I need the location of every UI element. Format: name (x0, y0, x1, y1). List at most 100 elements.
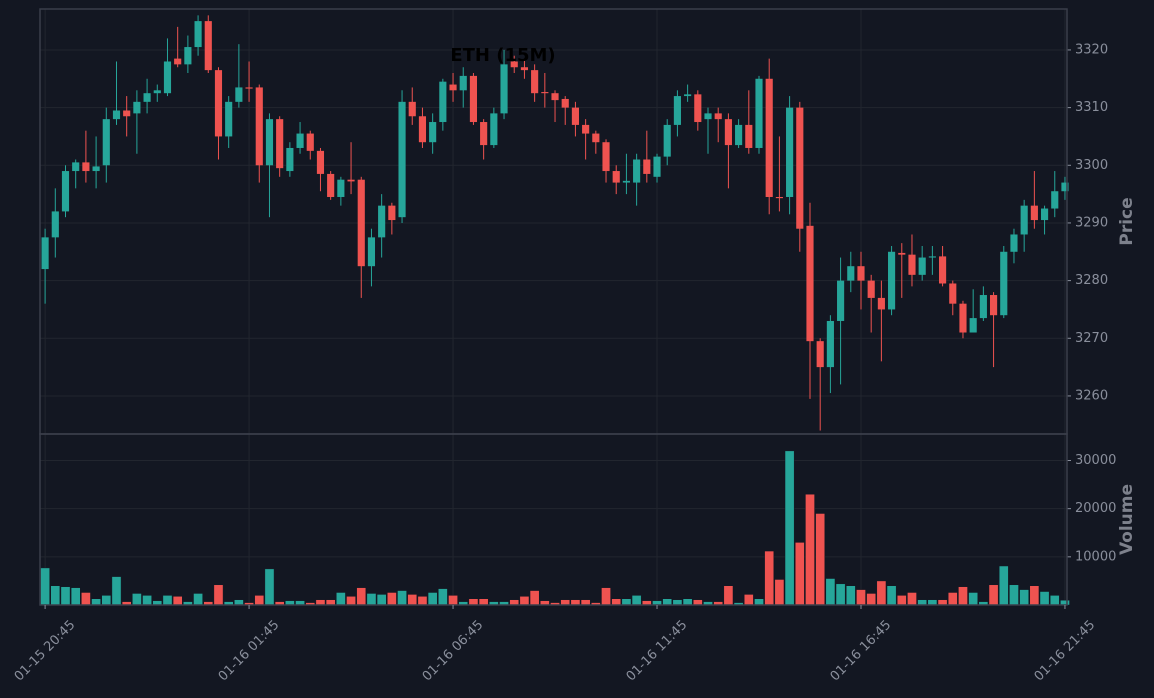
candle-body (602, 142, 610, 172)
candle-body (112, 110, 121, 120)
volume-bar (315, 599, 326, 606)
volume-bar (866, 593, 877, 606)
volume-bar (570, 599, 581, 606)
volume-bar (448, 595, 458, 606)
volume-bar (376, 594, 387, 606)
candle-body (786, 107, 794, 197)
candle-body (847, 266, 855, 281)
volume-bar (427, 592, 438, 606)
candle-body (745, 124, 753, 148)
candle-body (541, 92, 549, 94)
volume-bar (937, 599, 948, 606)
volume-bar (60, 586, 71, 606)
volume-bar (1049, 595, 1060, 606)
candle-body (194, 21, 202, 48)
volume-bar (876, 580, 887, 606)
volume-bar (397, 590, 407, 606)
volume-bar (907, 592, 917, 606)
candle-body (204, 21, 212, 71)
candle-body (571, 107, 579, 125)
candle-body (888, 251, 896, 310)
volume-bar (784, 450, 795, 606)
candle-body (714, 113, 722, 120)
volume-bar (325, 599, 336, 606)
candle-body (837, 280, 845, 321)
candle-body (398, 101, 406, 218)
volume-bar (835, 583, 846, 606)
candle-body (520, 67, 529, 71)
candle-body (490, 113, 498, 146)
candle-body (214, 70, 223, 137)
candle-body (469, 75, 478, 123)
volume-bar (142, 595, 152, 606)
volume-bar (101, 595, 112, 606)
volume-bar (172, 596, 183, 606)
candle-body (337, 179, 345, 197)
candle-body (765, 78, 773, 197)
candle-body (979, 295, 987, 319)
y-tick-label: 3290 (1075, 215, 1108, 230)
candle-body (123, 110, 131, 117)
candle-body (51, 211, 59, 238)
candle-body (969, 318, 977, 333)
volume-bar (917, 599, 928, 606)
volume-bar (927, 599, 938, 606)
panel-frame (39, 433, 1068, 606)
candle-body (92, 166, 100, 172)
volume-bar (580, 599, 591, 606)
candle-body (153, 90, 161, 94)
candle-body (459, 75, 467, 91)
candle-body (1000, 251, 1008, 316)
candle-body (775, 196, 783, 199)
volume-bar (805, 493, 815, 606)
candle-body (316, 150, 325, 174)
volume-bar (234, 599, 244, 606)
candle-body (898, 252, 906, 255)
candle-body (622, 180, 630, 183)
candle-body (408, 101, 416, 117)
volume-bar (529, 590, 540, 606)
candle-body (724, 119, 732, 146)
candle-body (367, 237, 376, 267)
y-tick-label: 3270 (1075, 331, 1108, 346)
volume-bar (519, 596, 530, 606)
volume-bar (111, 576, 122, 606)
volume-bar (764, 550, 775, 606)
candle-body (857, 266, 865, 281)
candle-body (755, 78, 763, 148)
volume-bar (81, 592, 91, 606)
volume-bar (1029, 585, 1040, 606)
volume-bar (896, 595, 907, 606)
candle-body (1051, 191, 1059, 209)
volume-bar (468, 598, 479, 606)
volume-bar (958, 586, 968, 606)
candle-body (480, 122, 488, 146)
candle-body (1010, 234, 1018, 252)
candle-body (1020, 205, 1028, 235)
candle-body (653, 156, 661, 177)
candle-body (704, 113, 712, 120)
volume-bar (631, 595, 642, 606)
volume-bar (815, 513, 826, 606)
chart-title: ETH (15M) (450, 45, 555, 66)
volume-bar (774, 579, 785, 606)
candle-body (796, 107, 804, 229)
candle-body (673, 96, 681, 125)
candle-body (949, 283, 957, 304)
y-tick-label: 3300 (1075, 158, 1108, 173)
volume-bar (478, 598, 489, 606)
volume-bar (366, 593, 377, 606)
volume-bar (947, 592, 958, 606)
candle-body (592, 133, 600, 143)
candle-body (684, 94, 692, 97)
volume-bar (672, 599, 683, 606)
candle-body (245, 87, 253, 89)
candle-body (255, 87, 263, 166)
y-tick-label: 3260 (1075, 388, 1108, 403)
candle-body (877, 297, 885, 310)
candle-body (327, 173, 335, 197)
volume-bar (387, 592, 397, 606)
volume-bar (1019, 589, 1030, 606)
candle-body (1061, 182, 1069, 192)
